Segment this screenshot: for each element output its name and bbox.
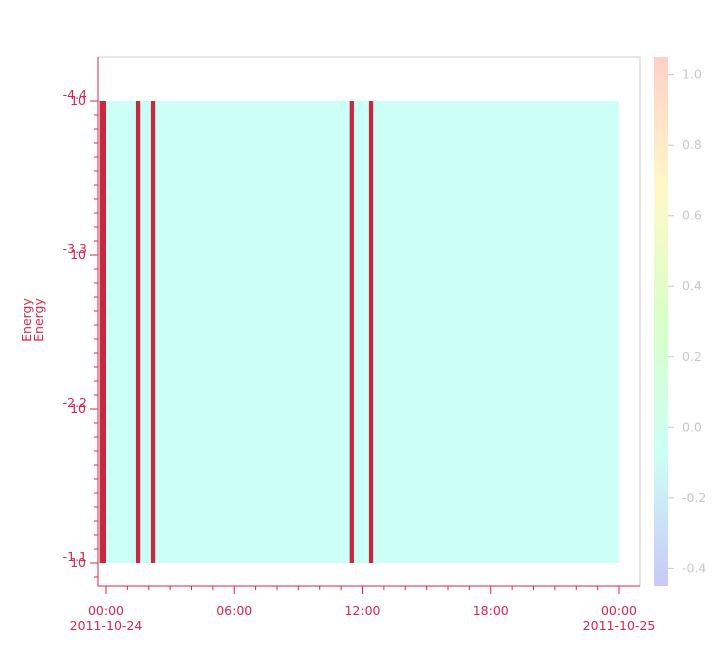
x-tick-date-0: 2011-10-24 <box>70 618 143 633</box>
colorbar-tick-label-6: 0.8 <box>682 137 702 152</box>
x-tick-time-3: 18:00 <box>473 603 509 618</box>
heat-band-2 <box>150 101 156 563</box>
y-tick-label-2: 10 <box>70 247 86 262</box>
y-tick-exponent-1: -2.2 <box>63 395 87 410</box>
y-tick-exponent-2: -3.3 <box>63 241 87 256</box>
y-tick-label-1: 10 <box>70 401 86 416</box>
colorbar-ticks: -0.4 -0.2 0.0 0.2 0.4 0.6 0.8 1.0 <box>668 67 706 575</box>
colorbar-tick-label-2: 0.0 <box>682 419 702 434</box>
x-tick-time-4: 00:00 <box>601 603 637 618</box>
y-axis: 10-1.110-2.210-3.310-4.4 <box>63 57 99 586</box>
x-tick-time-0: 00:00 <box>88 603 124 618</box>
x-tick-time-2: 12:00 <box>344 603 380 618</box>
plot-background <box>99 101 619 563</box>
y-tick-label-3: 10 <box>70 93 86 108</box>
colorbar-tick-label-4: 0.4 <box>682 278 702 293</box>
colorbar-tick-label-3: 0.2 <box>682 349 702 364</box>
y-axis-title: Energy <box>19 298 34 342</box>
heat-band-1 <box>135 101 141 563</box>
y-tick-label-0: 10 <box>70 555 86 570</box>
colorbar-tick-label-7: 1.0 <box>682 67 702 82</box>
x-tick-date-4: 2011-10-25 <box>583 618 656 633</box>
colorbar-tick-label-5: 0.6 <box>682 208 702 223</box>
x-tick-time-1: 06:00 <box>216 603 252 618</box>
y-tick-exponent-0: -1.1 <box>63 549 87 564</box>
colorbar-tick-label-1: -0.2 <box>682 490 706 505</box>
colorbar-tick-label-0: -0.4 <box>682 560 706 575</box>
y-tick-exponent-3: -4.4 <box>63 87 87 102</box>
y-axis-title-duplicate: Energy <box>31 298 46 342</box>
heat-band-0 <box>99 101 106 563</box>
colorbar <box>654 57 668 586</box>
heat-band-4 <box>368 101 374 563</box>
heat-band-3 <box>349 101 354 563</box>
band-layer <box>99 101 374 563</box>
